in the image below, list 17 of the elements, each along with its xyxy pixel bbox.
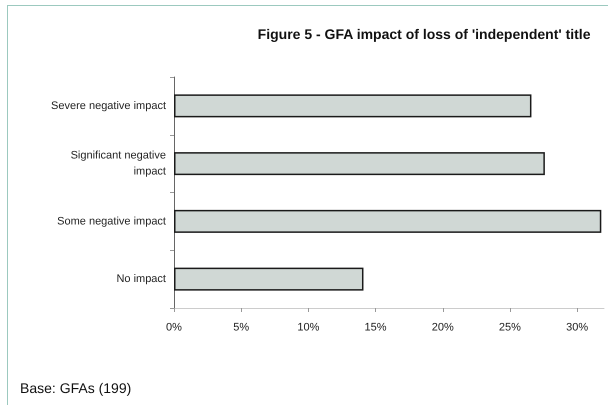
chart-title: Figure 5 - GFA impact of loss of 'independent' title — [258, 26, 591, 42]
y-tick-label: Severe negative impact — [51, 100, 166, 112]
bar — [174, 210, 602, 233]
bar — [174, 152, 545, 176]
x-tick-label: 0% — [166, 322, 182, 334]
y-tick-label: Significant negative impact — [70, 150, 166, 178]
y-tick-label: Some negative impact — [57, 215, 166, 228]
text: Base: GFAs (199) — [20, 380, 132, 396]
x-tick-label: 25% — [498, 322, 522, 334]
x-tick-label: 20% — [432, 322, 454, 334]
x-tick-label: 30% — [566, 322, 588, 334]
bar — [174, 94, 532, 118]
x-tick-label: 15% — [364, 322, 387, 334]
bar — [174, 268, 364, 291]
y-tick-label: No impact — [116, 273, 166, 286]
x-tick-label: 10% — [297, 322, 320, 334]
x-tick-label: 5% — [233, 322, 250, 334]
